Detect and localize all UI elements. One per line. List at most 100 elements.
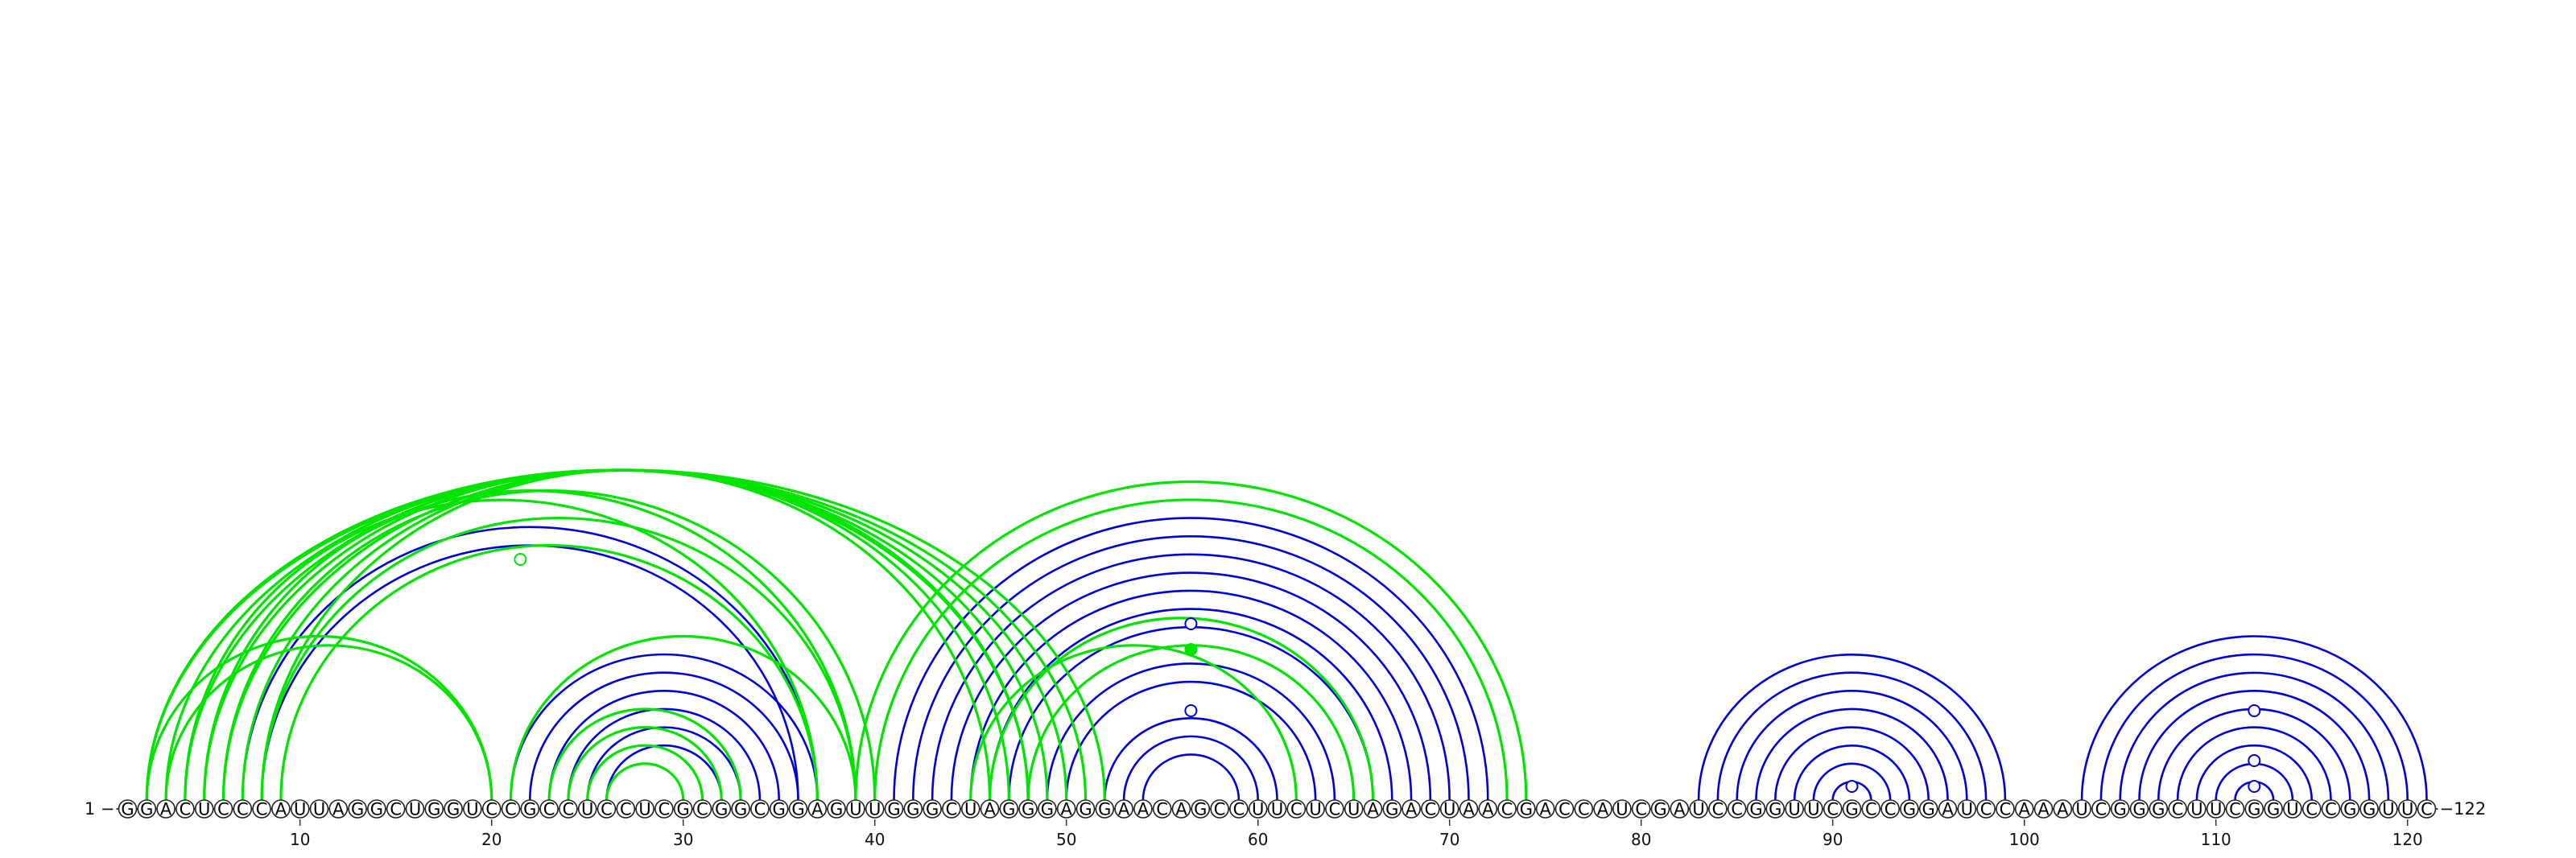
nucleotide: C	[692, 799, 712, 819]
nucleotide: G	[1650, 799, 1670, 819]
nucleotide-letter: G	[734, 800, 747, 819]
nucleotide-letter: G	[1653, 800, 1666, 819]
green-arc-6-40	[221, 489, 877, 801]
green-arc-26-30	[605, 762, 685, 801]
nucleotide-circle	[2053, 799, 2073, 819]
blue-arc-49-64	[1046, 662, 1336, 801]
nucleotide: G	[1765, 799, 1785, 819]
position-ticks: 10 20 30 40 50 60 70 80 90 100 110 120	[290, 819, 2423, 849]
nucleotide-letter: C	[485, 800, 497, 819]
nucleotide-circle	[2264, 799, 2283, 819]
nucleotide: C	[750, 799, 770, 819]
nucleotide-letter: U	[409, 800, 421, 819]
nucleotide-circle	[1402, 799, 1421, 819]
blue-arc-85-97	[1736, 690, 1968, 801]
nucleotide: U	[1267, 799, 1287, 819]
tick-label: 10	[290, 830, 310, 849]
nucleotide: A	[1938, 799, 1958, 819]
nucleotide: U	[463, 799, 482, 819]
nucleotide-circle	[290, 799, 310, 819]
nucleotide-letter: C	[1214, 800, 1226, 819]
nucleotide-letter: G	[427, 800, 440, 819]
nucleotide: G	[137, 799, 157, 819]
green-arc-8-39	[260, 517, 857, 801]
nucleotide-letter: C	[1865, 800, 1877, 819]
nucleotide-letter: U	[581, 800, 593, 819]
nucleotide: A	[1478, 799, 1498, 819]
nucleotide-letter: C	[1827, 800, 1839, 819]
nucleotide: C	[1152, 799, 1172, 819]
nucleotide-letter: G	[351, 800, 364, 819]
nucleotide-letter: A	[1175, 800, 1187, 819]
nucleotide-letter: A	[2057, 800, 2069, 819]
nucleotide-letter: U	[638, 800, 650, 819]
tick-label: 110	[2201, 830, 2231, 849]
tick-label: 20	[481, 830, 502, 849]
nucleotide-circle	[309, 799, 329, 819]
nucleotide-circle	[1554, 799, 1575, 819]
nucleotide-circle	[1823, 799, 1843, 819]
nucleotide-circle	[2168, 799, 2187, 819]
tick-label: 40	[865, 830, 885, 849]
nucleotide-letter: G	[1002, 800, 1015, 819]
nucleotide: G	[827, 799, 846, 819]
nucleotide-letter: A	[2019, 800, 2031, 819]
nucleotide-letter: U	[1271, 800, 1283, 819]
nucleotide-letter: A	[984, 800, 996, 819]
nucleotide-circle	[1938, 799, 1958, 819]
nucleotide-circle	[2359, 799, 2379, 819]
nucleotide: A	[1459, 799, 1479, 819]
green-arc-39-74	[854, 480, 1528, 801]
nucleotide: A	[156, 799, 175, 819]
nucleotide-circle	[1439, 799, 1459, 819]
nucleotide: C	[1574, 799, 1594, 819]
nucleotide-circle	[712, 799, 732, 819]
nucleotide: G	[1746, 799, 1766, 819]
green-arc-9-37	[279, 543, 819, 801]
nucleotide: G	[1918, 799, 1938, 819]
nucleotide-letter: C	[696, 800, 708, 819]
nucleotide: U	[1439, 799, 1459, 819]
nucleotide-letter: C	[180, 800, 192, 819]
nucleotide-circle	[2244, 799, 2264, 819]
nucleotide: A	[1114, 799, 1133, 819]
nucleotide-letter: G	[2248, 800, 2260, 819]
nucleotide-letter: U	[294, 800, 306, 819]
blue-arc-53-60	[1122, 735, 1259, 801]
nucleotide-circle	[1689, 799, 1708, 819]
green-arc-46-66	[988, 617, 1375, 801]
nucleotide-letter: G	[830, 800, 843, 819]
nucleotide: U	[2283, 799, 2302, 819]
nucleotide: C	[1421, 799, 1440, 819]
nucleotide-circle	[1861, 799, 1881, 819]
tick-label: 70	[1439, 830, 1459, 849]
nucleotide-circle	[2225, 799, 2245, 819]
nucleotide-circle	[137, 799, 157, 819]
nucleotide-circle	[923, 799, 942, 819]
nucleotide: A	[2033, 799, 2054, 819]
nucleotide-letter: C	[1425, 800, 1437, 819]
nucleotide: C	[501, 799, 521, 819]
nucleotide-circle	[2283, 799, 2302, 819]
nucleotide: A	[328, 799, 349, 819]
nucleotide-circle	[1670, 799, 1690, 819]
blue-arc-26-32	[605, 744, 723, 801]
nucleotide-letter: C	[543, 800, 555, 819]
nucleotide: G	[118, 799, 138, 819]
nucleotide: G	[1842, 799, 1862, 819]
nucleotide-circle	[999, 799, 1019, 819]
nucleotide-letter: G	[1194, 800, 1207, 819]
nucleotide-letter: A	[332, 800, 345, 819]
nucleotide-letter: C	[658, 800, 671, 819]
nucleotide-letter: U	[1961, 800, 1973, 819]
nucleotide: U	[1689, 799, 1708, 819]
nucleotide: G	[673, 799, 693, 819]
nucleotide: C	[1210, 799, 1229, 819]
nucleotide: G	[1900, 799, 1919, 819]
nucleotide: A	[271, 799, 291, 819]
nucleotide-circle	[2301, 799, 2322, 819]
nucleotide-circle	[1785, 799, 1804, 819]
tick-label: 90	[1823, 830, 1843, 849]
